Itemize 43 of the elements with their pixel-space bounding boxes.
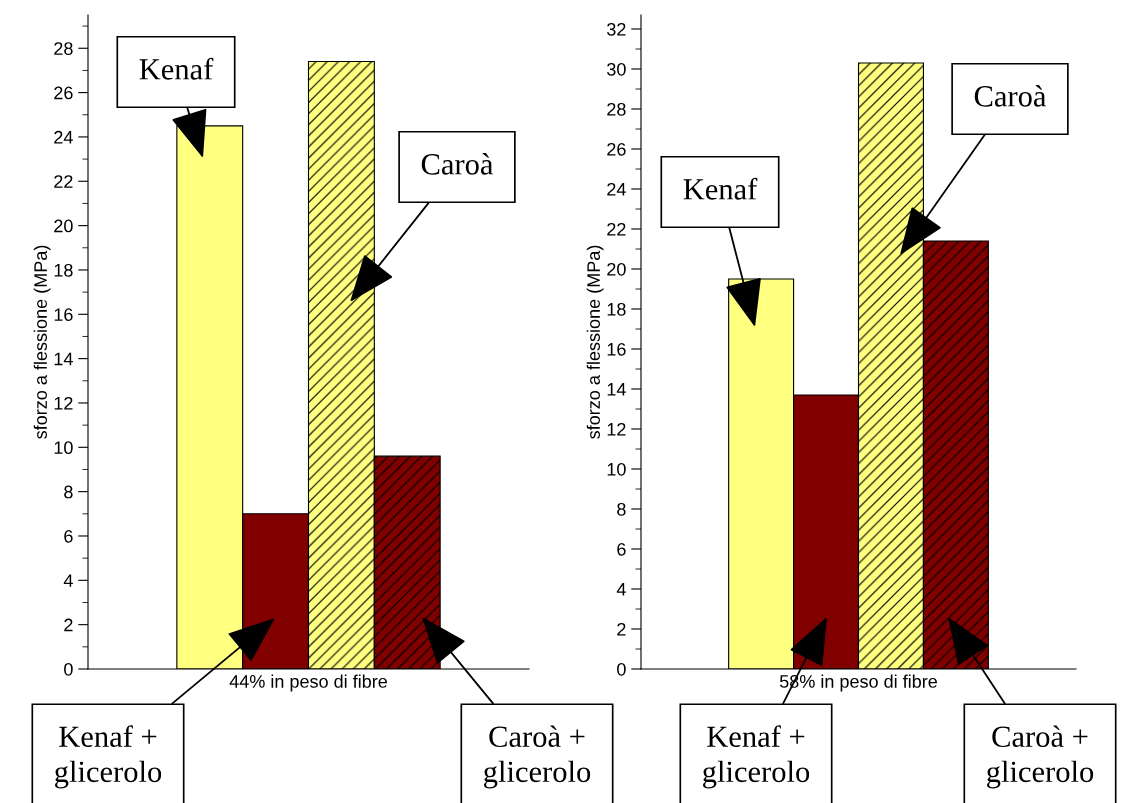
y-tick-label: 12 [607,422,626,436]
x-tick-label: 44% in peso di fibre [229,674,387,692]
y-tick-label: 26 [54,86,73,100]
y-tick-label: 8 [617,502,626,516]
y-tick-label: 28 [54,42,73,55]
y-tick-label: 26 [607,142,626,156]
y-tick-label: 4 [616,583,626,596]
y-tick-label: 0 [617,662,626,676]
y-axis-title: sforzo a flessione (MPa) [33,245,51,439]
y-tick-label: 8 [64,485,73,499]
text: Caroà + glicerolo [484,725,591,789]
y-tick-label: 2 [617,622,626,636]
y-tick-label: 10 [54,441,73,455]
y-tick-label: 16 [54,308,73,322]
y-tick-label: 14 [607,383,626,396]
y-tick-label: 2 [64,618,73,632]
y-tick-label: 4 [63,574,73,587]
y-tick-label: 30 [607,62,626,76]
text: Kenaf [683,177,758,200]
y-tick-label: 18 [54,263,73,277]
y-tick-label: 6 [64,529,73,543]
series-label: Kenaf + glicerolo [703,725,810,789]
y-tick-label: 16 [607,342,626,356]
y-tick-label: 24 [54,130,73,144]
y-tick-label: 0 [64,662,73,676]
series-label: Caroà [421,153,494,175]
y-tick-label: 22 [54,175,73,188]
y-tick-label: 6 [617,542,626,556]
y-tick-label: 20 [607,262,626,276]
y-tick-label: 22 [607,222,626,236]
y-tick-label: 32 [607,22,626,36]
series-label: Caroà [974,85,1047,107]
y-tick-label: 20 [54,219,73,233]
y-tick-label: 10 [607,462,626,476]
y-axis-title: sforzo a flessione (MPa) [586,245,604,439]
y-tick-label: 12 [54,396,73,410]
series-label: Caroà + glicerolo [987,725,1094,789]
y-tick-label: 24 [607,182,626,196]
y-tick-label: 18 [607,302,626,316]
y-tick-label: 14 [54,352,73,366]
text: Kenaf + glicerolo [55,725,162,789]
series-label: Kenaf [139,57,214,80]
y-tick-label: 28 [607,102,626,116]
